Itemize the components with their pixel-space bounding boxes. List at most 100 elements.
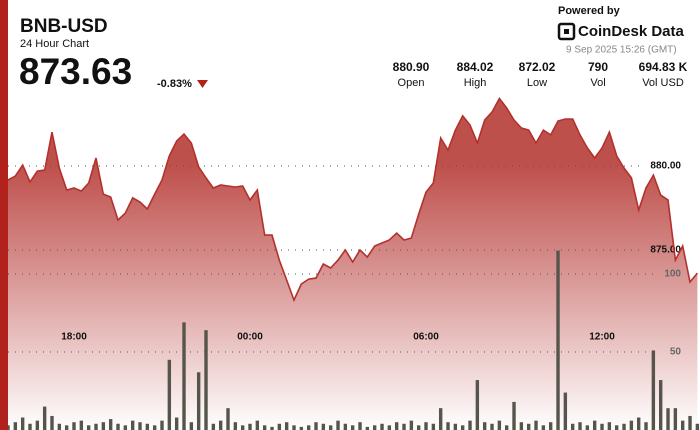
- brand: CoinDesk Data: [578, 23, 685, 40]
- volume-bar: [548, 422, 553, 430]
- stat-value: 880.90: [393, 60, 430, 74]
- volume-bar: [130, 420, 135, 430]
- volume-bar: [123, 425, 128, 430]
- volume-bar: [72, 422, 76, 430]
- volume-bar: [570, 423, 575, 430]
- volume-bar: [490, 423, 494, 430]
- volume-bar: [402, 423, 406, 430]
- volume-bar: [629, 420, 634, 430]
- volume-bar: [13, 422, 18, 430]
- price-line: [7, 97, 699, 303]
- volume-bar: [20, 417, 25, 430]
- volume-bar: [453, 423, 458, 430]
- volume-bar: [328, 425, 333, 430]
- volume-bar: [644, 422, 648, 430]
- volume-bar: [64, 425, 69, 430]
- brand-logo: [557, 22, 576, 41]
- volume-bar: [255, 420, 260, 430]
- chart-title: BNB-USD: [20, 16, 108, 37]
- volume-bar: [592, 420, 597, 430]
- volume-bar: [277, 423, 282, 430]
- volume-bar: [270, 426, 274, 430]
- timestamp: 9 Sep 2025 15:26 (GMT): [566, 45, 677, 56]
- volume-bar: [226, 408, 230, 430]
- volume-bar: [358, 422, 362, 430]
- volume-bar: [306, 425, 311, 430]
- volume-bar: [262, 425, 267, 430]
- volume-bar: [196, 372, 201, 430]
- volume-bar: [94, 423, 98, 430]
- volume-bar: [101, 422, 106, 430]
- volume-bar: [438, 408, 443, 430]
- x-tick-label: 12:00: [589, 332, 615, 343]
- volume-bar: [314, 422, 318, 430]
- volume-bar: [622, 423, 626, 430]
- volume-bar: [636, 417, 641, 430]
- volume-bar: [380, 423, 384, 430]
- volume-bar: [534, 420, 538, 430]
- volume-bar: [424, 422, 428, 430]
- volume-bar: [174, 417, 179, 430]
- volume-bar: [248, 423, 252, 430]
- plot: 880.00 875.00 100 50 18:00 00:00 06:00 12:00: [6, 97, 700, 430]
- volume-bar: [28, 423, 32, 430]
- volume-bar: [240, 425, 245, 430]
- volume-bar: [482, 422, 487, 430]
- volume-bar: [512, 401, 516, 430]
- volume-bar: [343, 423, 348, 430]
- volume-bar: [673, 408, 678, 430]
- volume-bar: [116, 423, 120, 430]
- stat-label: Low: [527, 77, 547, 89]
- volume-bar: [651, 350, 656, 430]
- chart-subtitle: 24 Hour Chart: [20, 38, 89, 50]
- stat-value: 884.02: [457, 60, 494, 74]
- volume-bar: [79, 420, 84, 430]
- volume-bar: [204, 330, 208, 430]
- x-tick-label: 06:00: [413, 332, 439, 343]
- volume-bar: [468, 420, 472, 430]
- volume-bar: [160, 420, 164, 430]
- stat-value: 790: [588, 60, 608, 74]
- y2-tick-label: 100: [664, 269, 681, 280]
- volume-bar: [152, 425, 157, 430]
- x-tick-label: 18:00: [61, 332, 87, 343]
- stats: 880.90 Open 884.02 High 872.02 Low 790 Vol 694.8…: [393, 60, 688, 89]
- volume-bar: [35, 420, 40, 430]
- volume-bar: [211, 423, 216, 430]
- volume-bar: [688, 415, 692, 430]
- volume-bar: [42, 406, 47, 430]
- volume-bar: [145, 423, 150, 430]
- x-tick-label: 00:00: [237, 332, 263, 343]
- volume-bar: [416, 425, 421, 430]
- volume-bar: [446, 422, 450, 430]
- volume-bar: [475, 380, 480, 430]
- volume-bar: [350, 425, 355, 430]
- volume-bar: [365, 426, 370, 430]
- volume-bar: [666, 408, 670, 430]
- volume-bar: [299, 426, 304, 430]
- volume-bar: [336, 420, 340, 430]
- volume-bar: [372, 425, 377, 430]
- price: 873.63: [19, 51, 132, 92]
- volume-bar: [614, 425, 619, 430]
- stat-label: Vol: [590, 77, 605, 89]
- volume-bar: [563, 392, 568, 430]
- volume-bar: [541, 425, 546, 430]
- volume-bar: [600, 423, 604, 430]
- volume-bar: [218, 420, 223, 430]
- volume-bar: [387, 425, 392, 430]
- volume-bar: [233, 422, 238, 430]
- volume-bar: [460, 425, 465, 430]
- volume-bar: [182, 322, 186, 430]
- accent-bar: [0, 0, 8, 430]
- volume-bar: [189, 422, 194, 430]
- volume-bar: [108, 419, 113, 430]
- volume-bar: [556, 250, 560, 430]
- volume-bar: [292, 425, 296, 430]
- stat-label: Vol USD: [642, 77, 684, 89]
- volume-bar: [680, 420, 685, 430]
- stat-label: High: [464, 77, 487, 89]
- volume-bar: [409, 420, 414, 430]
- volume-bar: [86, 425, 91, 430]
